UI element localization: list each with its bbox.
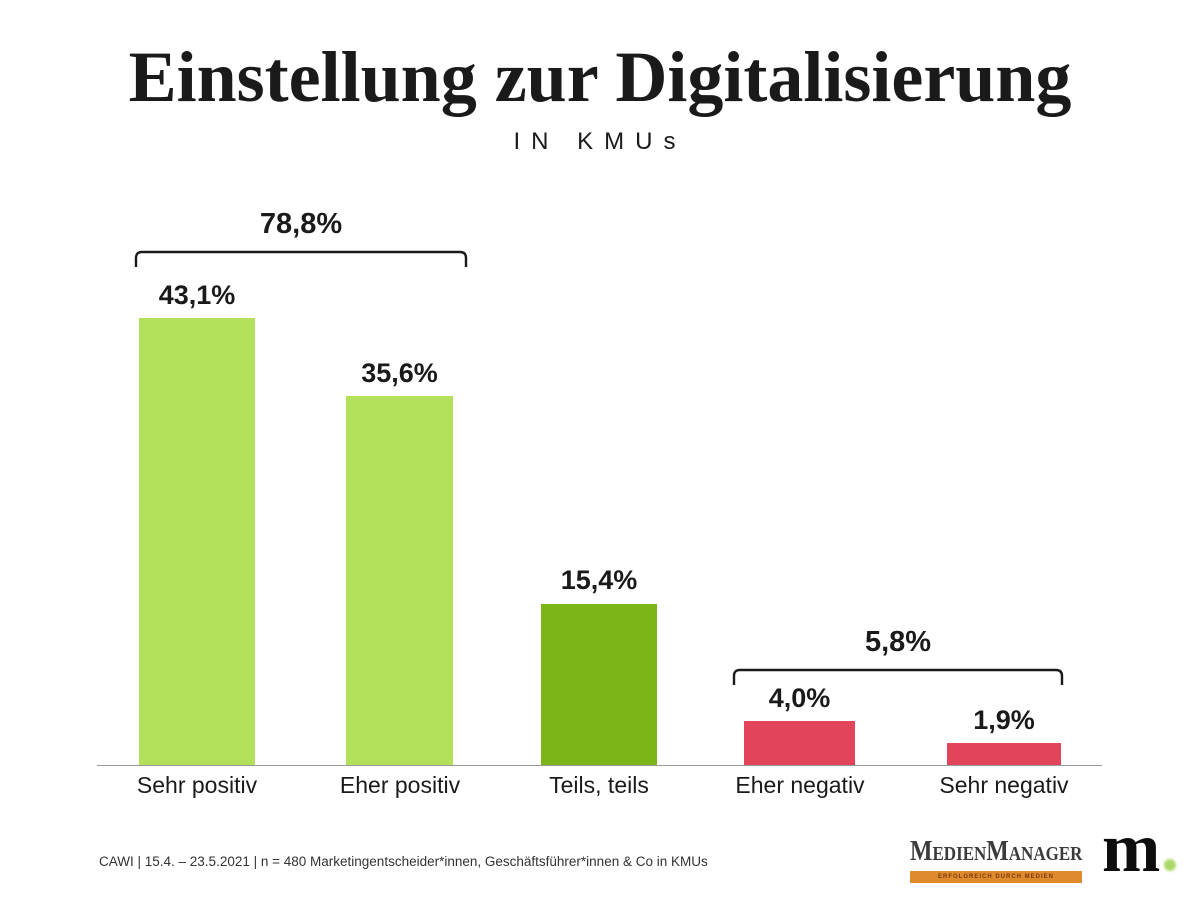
svg-text:m: m [1102, 810, 1160, 887]
